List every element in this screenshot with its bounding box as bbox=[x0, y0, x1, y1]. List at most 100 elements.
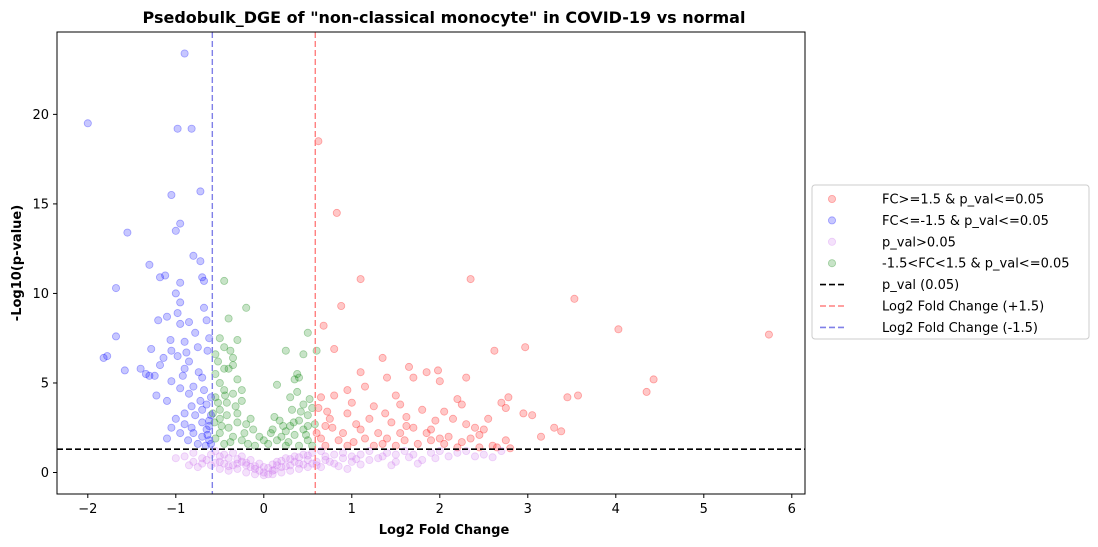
data-point bbox=[198, 454, 207, 463]
data-point bbox=[334, 436, 343, 445]
legend-label-fc-1-5-p-val-0-05: FC<=-1.5 & p_val<=0.05 bbox=[882, 214, 1049, 229]
data-point bbox=[365, 414, 374, 423]
data-point bbox=[303, 455, 312, 464]
data-point bbox=[378, 353, 387, 362]
data-point bbox=[374, 429, 383, 438]
data-point bbox=[173, 309, 182, 318]
data-point bbox=[286, 466, 295, 475]
y-tick-label: 0 bbox=[41, 466, 49, 481]
data-point bbox=[259, 471, 268, 480]
data-point bbox=[356, 425, 365, 434]
data-point bbox=[268, 460, 277, 469]
data-point bbox=[484, 414, 493, 423]
data-point bbox=[250, 464, 259, 473]
x-tick-label: −2 bbox=[78, 502, 97, 517]
data-point bbox=[286, 421, 295, 430]
data-point bbox=[305, 395, 314, 404]
data-point bbox=[457, 400, 466, 409]
data-point bbox=[180, 452, 189, 461]
data-point bbox=[220, 439, 229, 448]
data-point bbox=[155, 273, 164, 282]
data-point bbox=[255, 466, 264, 475]
data-point bbox=[198, 405, 207, 414]
data-point bbox=[316, 393, 325, 402]
x-tick-label: −1 bbox=[166, 502, 185, 517]
data-point bbox=[440, 407, 449, 416]
data-point bbox=[374, 454, 383, 463]
data-point bbox=[400, 436, 409, 445]
data-point bbox=[237, 452, 246, 461]
data-point bbox=[162, 434, 171, 443]
data-point bbox=[433, 366, 442, 375]
data-point bbox=[237, 457, 246, 466]
data-point bbox=[466, 275, 475, 284]
data-point bbox=[191, 411, 200, 420]
data-point bbox=[352, 455, 361, 464]
data-point bbox=[343, 464, 352, 473]
data-point bbox=[196, 396, 205, 405]
data-point bbox=[275, 416, 284, 425]
data-point bbox=[220, 459, 229, 468]
data-point bbox=[279, 421, 288, 430]
plot-area-frame bbox=[56, 31, 806, 495]
data-point bbox=[272, 461, 281, 470]
data-point bbox=[321, 452, 330, 461]
data-point bbox=[215, 334, 224, 343]
data-point bbox=[228, 353, 237, 362]
y-tick-label: 20 bbox=[32, 108, 49, 123]
data-point bbox=[202, 400, 211, 409]
data-point bbox=[112, 284, 121, 293]
data-point bbox=[462, 373, 471, 382]
data-point bbox=[488, 453, 497, 462]
data-point bbox=[237, 396, 246, 405]
legend-label-1-5-fc-1-5-p-val-0-05: -1.5<FC<1.5 & p_val<=0.05 bbox=[882, 257, 1070, 272]
legend: FC>=1.5 & p_val<=0.05 FC<=-1.5 & p_val<=0… bbox=[811, 184, 1090, 340]
data-point bbox=[242, 303, 251, 312]
data-point bbox=[444, 432, 453, 441]
x-tick-label: 5 bbox=[700, 502, 708, 517]
data-point bbox=[215, 378, 224, 387]
data-point bbox=[184, 461, 193, 470]
data-point bbox=[145, 371, 154, 380]
data-point bbox=[301, 430, 310, 439]
data-point bbox=[402, 412, 411, 421]
data-point bbox=[193, 463, 202, 472]
data-point bbox=[294, 373, 303, 382]
data-point bbox=[237, 386, 246, 395]
data-point bbox=[294, 459, 303, 468]
data-point bbox=[103, 352, 112, 361]
data-point bbox=[193, 439, 202, 448]
data-point bbox=[220, 364, 229, 373]
data-point bbox=[264, 463, 273, 472]
series-1-5-fc-1-5-p-val-0-05 bbox=[208, 276, 321, 450]
data-point bbox=[240, 429, 249, 438]
x-tick-label: 4 bbox=[612, 502, 620, 517]
data-point bbox=[462, 420, 471, 429]
data-point bbox=[382, 373, 391, 382]
data-point bbox=[266, 429, 275, 438]
data-point bbox=[281, 427, 290, 436]
chart-title: Psedobulk_DGE of "non-classical monocyte… bbox=[143, 8, 746, 27]
data-point bbox=[501, 436, 510, 445]
series-fc-1-5-p-val-0-05 bbox=[312, 137, 773, 453]
data-point bbox=[574, 391, 583, 400]
data-point bbox=[349, 438, 358, 447]
data-point bbox=[570, 294, 579, 303]
data-point bbox=[187, 124, 196, 133]
data-point bbox=[277, 432, 286, 441]
data-point bbox=[404, 453, 413, 462]
legend-label-log2-fold-change-1-5: Log2 Fold Change (+1.5) bbox=[882, 300, 1044, 315]
data-point bbox=[162, 312, 171, 321]
data-point bbox=[83, 119, 92, 128]
data-point bbox=[281, 462, 290, 471]
data-point bbox=[312, 429, 321, 438]
data-point bbox=[189, 382, 198, 391]
data-point bbox=[250, 470, 259, 479]
data-point bbox=[330, 391, 339, 400]
data-point bbox=[338, 454, 347, 463]
data-point bbox=[431, 416, 440, 425]
x-tick-label: 1 bbox=[348, 502, 356, 517]
data-point bbox=[176, 319, 185, 328]
data-point bbox=[154, 316, 163, 325]
data-point bbox=[521, 343, 530, 352]
